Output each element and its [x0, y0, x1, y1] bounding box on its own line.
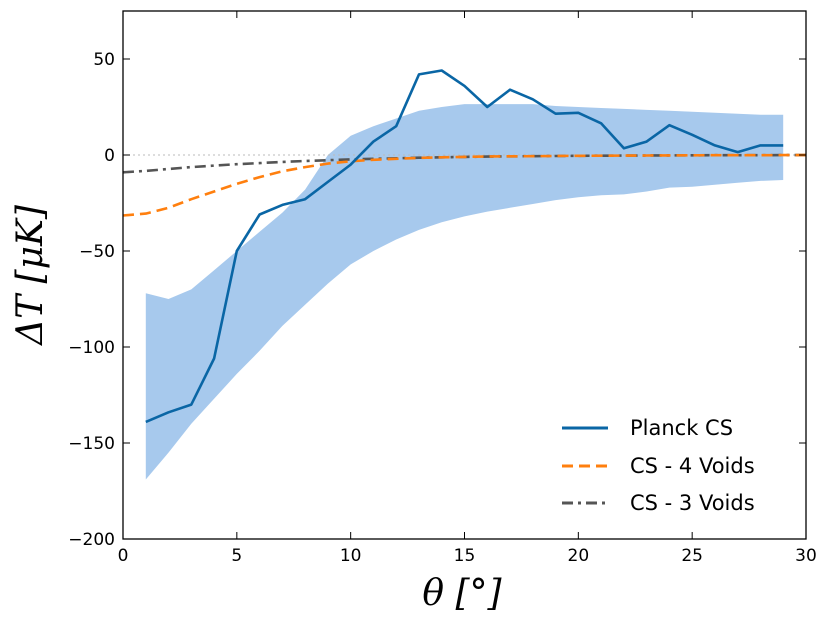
legend-label-cs-3-voids: CS - 3 Voids [630, 491, 755, 515]
plot-area [122, 69, 806, 480]
x-tick-label: 15 [454, 546, 476, 566]
x-axis-label: θ [°] [422, 573, 502, 614]
x-tick-label: 20 [568, 546, 590, 566]
legend-label-cs-4-voids: CS - 4 Voids [630, 454, 755, 478]
y-tick-label: 0 [104, 146, 115, 166]
x-tick-label: 10 [340, 546, 362, 566]
y-tick-label: −150 [68, 434, 115, 454]
y-axis-label: ΔT [μK] [10, 204, 51, 347]
series-line-cs-4-voids [122, 153, 806, 217]
y-tick-label: −200 [68, 530, 115, 550]
legend-label-planck-cs: Planck CS [630, 416, 733, 440]
y-tick-label: −100 [68, 338, 115, 358]
y-tick-label: −50 [79, 242, 115, 262]
series-line-planck-cs [145, 69, 784, 424]
x-tick-label: 30 [795, 546, 817, 566]
legend: Planck CS CS - 4 Voids CS - 3 Voids [562, 416, 755, 515]
axis-ticks: 0 5 10 15 20 25 30 −200 −150 −100 −50 0 50 [68, 11, 817, 566]
x-tick-label: 0 [118, 546, 129, 566]
y-tick-label: 50 [93, 50, 115, 70]
x-tick-label: 5 [231, 546, 242, 566]
x-tick-label: 25 [681, 546, 703, 566]
